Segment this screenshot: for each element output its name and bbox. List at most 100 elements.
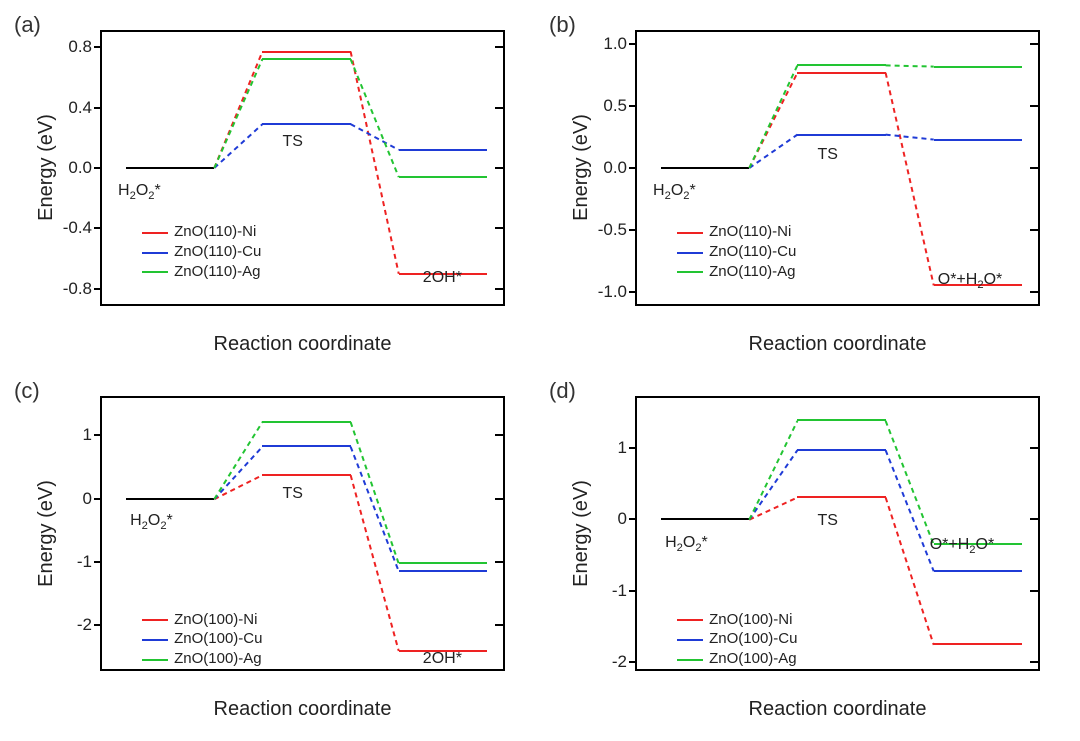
- connector-line: [886, 420, 934, 544]
- annotation: TS: [817, 146, 837, 164]
- step-line: [797, 496, 885, 498]
- connector-line: [214, 422, 262, 499]
- step-line: [934, 66, 1022, 68]
- ytick-label: 0: [618, 509, 627, 529]
- ytick: [629, 661, 637, 663]
- legend-swatch: [142, 619, 168, 621]
- ytick: [94, 561, 102, 563]
- connector-line: [749, 450, 797, 519]
- legend-label: ZnO(100)-Ni: [174, 611, 257, 630]
- step-line: [797, 72, 885, 74]
- step-line: [934, 570, 1022, 572]
- annotation: TS: [282, 133, 302, 151]
- panel-a: (a)Energy (eV)-0.8-0.40.00.40.8ZnO(110)-…: [10, 10, 535, 366]
- figure: (a)Energy (eV)-0.8-0.40.00.40.8ZnO(110)-…: [0, 0, 1080, 741]
- step-line: [797, 64, 885, 66]
- connector-line: [214, 475, 262, 499]
- step-line: [797, 419, 885, 421]
- legend-label: ZnO(100)-Cu: [174, 630, 262, 649]
- legend-item: ZnO(110)-Cu: [142, 243, 261, 262]
- legend-item: ZnO(100)-Ag: [142, 650, 262, 669]
- legend-swatch: [677, 619, 703, 621]
- ytick-label: 0.5: [603, 96, 627, 116]
- annotation: O*+H2O*: [930, 536, 994, 556]
- y-axis-label: Energy (eV): [34, 30, 58, 306]
- panel-b: (b)Energy (eV)-1.0-0.50.00.51.0ZnO(110)-…: [545, 10, 1070, 366]
- legend-swatch: [677, 639, 703, 641]
- ytick-label: -0.8: [63, 279, 92, 299]
- legend-swatch: [677, 232, 703, 234]
- connector-line: [351, 422, 399, 564]
- legend-item: ZnO(110)-Ni: [677, 223, 796, 242]
- x-axis-label: Reaction coordinate: [635, 333, 1040, 356]
- connector-line: [886, 450, 934, 571]
- panel-c: (c)Energy (eV)-2-101ZnO(100)-NiZnO(100)-…: [10, 376, 535, 732]
- annotation: TS: [282, 485, 302, 503]
- step-line: [934, 643, 1022, 645]
- ytick: [94, 288, 102, 290]
- ytick-label: 1: [618, 438, 627, 458]
- legend: ZnO(110)-NiZnO(110)-CuZnO(110)-Ag: [677, 222, 796, 282]
- ytick-label: 0.0: [68, 158, 92, 178]
- step-line: [399, 149, 487, 151]
- ytick-label: 0: [83, 489, 92, 509]
- legend-swatch: [142, 271, 168, 273]
- y-axis-label: Energy (eV): [569, 30, 593, 306]
- ytick: [94, 107, 102, 109]
- annotation: H2O2*: [130, 512, 173, 532]
- legend-label: ZnO(110)-Ni: [174, 223, 256, 242]
- step-line: [262, 421, 350, 423]
- step-line: [797, 449, 885, 451]
- step-line: [399, 570, 487, 572]
- x-axis-label: Reaction coordinate: [100, 698, 505, 721]
- legend-item: ZnO(100)-Ni: [142, 611, 262, 630]
- legend: ZnO(100)-NiZnO(100)-CuZnO(100)-Ag: [677, 610, 797, 670]
- legend-item: ZnO(110)-Ni: [142, 223, 261, 242]
- plot-area: -2-101ZnO(100)-NiZnO(100)-CuZnO(100)-AgH…: [100, 396, 505, 672]
- legend-swatch: [142, 252, 168, 254]
- legend-swatch: [677, 271, 703, 273]
- legend-label: ZnO(100)-Ag: [709, 650, 797, 669]
- ytick: [94, 46, 102, 48]
- ytick-label: 0.4: [68, 98, 92, 118]
- legend-item: ZnO(100)-Ag: [677, 650, 797, 669]
- annotation: 2OH*: [423, 269, 462, 287]
- annotation: H2O2*: [653, 182, 696, 202]
- ytick: [629, 167, 637, 169]
- ytick-label: -1: [612, 581, 627, 601]
- legend-item: ZnO(100)-Ni: [677, 611, 797, 630]
- legend-swatch: [142, 659, 168, 661]
- annotation: H2O2*: [118, 182, 161, 202]
- connector-line: [886, 497, 934, 644]
- y-axis-label: Energy (eV): [569, 396, 593, 672]
- ytick: [94, 227, 102, 229]
- plot-area: -1.0-0.50.00.51.0ZnO(110)-NiZnO(110)-CuZ…: [635, 30, 1040, 306]
- ytick: [629, 291, 637, 293]
- ytick: [629, 447, 637, 449]
- ytick-label: 1.0: [603, 34, 627, 54]
- legend-swatch: [677, 252, 703, 254]
- connector-line: [214, 446, 262, 499]
- panel-grid: (a)Energy (eV)-0.8-0.40.00.40.8ZnO(110)-…: [10, 10, 1070, 731]
- panel-d: (d)Energy (eV)-2-101ZnO(100)-NiZnO(100)-…: [545, 376, 1070, 732]
- step-line: [399, 176, 487, 178]
- connector-line: [749, 73, 797, 168]
- annotation: 2OH*: [423, 650, 462, 668]
- ytick: [629, 518, 637, 520]
- step-line: [399, 562, 487, 564]
- ytick: [629, 43, 637, 45]
- step-line: [262, 474, 350, 476]
- step-line: [797, 134, 885, 136]
- ytick: [94, 434, 102, 436]
- ytick-label: 0.8: [68, 37, 92, 57]
- annotation: H2O2*: [665, 534, 708, 554]
- plot-area: -2-101ZnO(100)-NiZnO(100)-CuZnO(100)-AgH…: [635, 396, 1040, 672]
- connector-line: [886, 73, 934, 286]
- step-line: [262, 123, 350, 125]
- connector-line: [351, 124, 399, 150]
- legend: ZnO(100)-NiZnO(100)-CuZnO(100)-Ag: [142, 610, 262, 670]
- step-line: [262, 58, 350, 60]
- annotation: TS: [817, 512, 837, 530]
- ytick-label: -2: [77, 615, 92, 635]
- ytick-label: 0.0: [603, 158, 627, 178]
